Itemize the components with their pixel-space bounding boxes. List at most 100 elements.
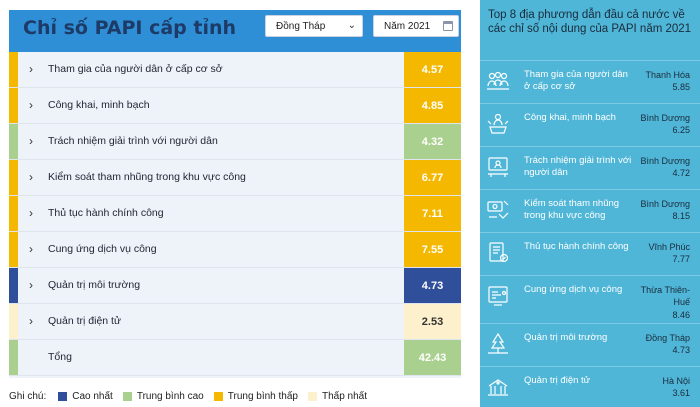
year-select[interactable]: Năm 2021 [373, 15, 459, 37]
top-item-province: Bình Dương [640, 113, 690, 123]
index-value: 6.77 [404, 160, 461, 195]
top-provinces-list: Tham gia của người dân ở cấp cơ sở Thanh… [480, 60, 700, 407]
level-bar [9, 196, 18, 231]
index-label: Tham gia của người dân ở cấp cơ sở [48, 63, 223, 75]
legend-title: Ghi chú: [9, 391, 47, 402]
papi-provincial-panel: Chỉ số PAPI cấp tỉnh Đồng Tháp ⌄ Năm 202… [9, 10, 461, 378]
top-item-province: Bình Dương [640, 156, 690, 166]
top-item-province: Hà Nội [662, 376, 690, 386]
top-item-label: Cung ứng dịch vụ công [524, 284, 623, 295]
top-item-score: 4.72 [672, 168, 690, 178]
legend-swatch [122, 392, 132, 401]
admin-procedure-icon [485, 240, 511, 266]
index-row-total: Tổng 42.43 [9, 340, 461, 376]
top-item-score: 7.77 [672, 254, 690, 264]
top-item-score: 3.61 [672, 388, 690, 398]
index-row-admin-procedures[interactable]: › Thủ tục hành chính công 7.11 [9, 196, 461, 232]
top-item-label: Tham gia của người dân ở cấp cơ sở [524, 69, 628, 92]
top-item-label: Quản trị môi trường [524, 332, 608, 343]
index-label: Quản trị môi trường [48, 279, 141, 291]
index-label: Thủ tục hành chính công [48, 207, 164, 219]
top-item-province: Thừa Thiên-Huế [640, 285, 690, 307]
index-value: 4.85 [404, 88, 461, 123]
index-row-environment[interactable]: › Quản trị môi trường 4.73 [9, 268, 461, 304]
legend-item: Thấp nhất [307, 391, 367, 402]
top-item-province: Bình Dương [640, 199, 690, 209]
top-item-score: 4.73 [672, 345, 690, 355]
index-label: Quản trị điện tử [48, 315, 121, 327]
top-item-participation[interactable]: Tham gia của người dân ở cấp cơ sở Thanh… [480, 60, 700, 103]
level-bar [9, 52, 18, 87]
legend: Ghi chú: Cao nhất Trung bình cao Trung b… [9, 391, 377, 402]
calendar-icon [443, 21, 453, 31]
chevron-right-icon[interactable]: › [29, 206, 33, 220]
top-item-accountability[interactable]: Trách nhiệm giải trình với người dân Bìn… [480, 146, 700, 189]
top-item-province: Đồng Tháp [645, 333, 690, 343]
chevron-right-icon[interactable]: › [29, 62, 33, 76]
index-row-accountability[interactable]: › Trách nhiệm giải trình với người dân 4… [9, 124, 461, 160]
index-label: Kiểm soát tham nhũng trong khu vực công [48, 171, 246, 183]
index-value: 7.11 [404, 196, 461, 231]
environment-icon [485, 331, 511, 357]
index-label: Trách nhiệm giải trình với người dân [48, 135, 218, 147]
level-bar [9, 340, 18, 375]
legend-label: Trung bình thấp [227, 391, 298, 402]
index-row-corruption-control[interactable]: › Kiểm soát tham nhũng trong khu vực côn… [9, 160, 461, 196]
level-bar [9, 268, 18, 303]
legend-swatch [213, 392, 223, 401]
top-item-label: Thủ tục hành chính công [524, 241, 629, 252]
top-item-label: Trách nhiệm giải trình với người dân [524, 155, 632, 178]
index-value: 4.32 [404, 124, 461, 159]
panel-header: Chỉ số PAPI cấp tỉnh Đồng Tháp ⌄ Năm 202… [9, 10, 461, 52]
top-item-label: Kiểm soát tham nhũng trong khu vực công [524, 198, 620, 221]
index-label: Cung ứng dịch vụ công [48, 243, 157, 255]
chevron-right-icon[interactable]: › [29, 314, 33, 328]
legend-swatch [58, 392, 68, 401]
e-governance-icon [485, 374, 511, 400]
index-value: 7.55 [404, 232, 461, 267]
province-select[interactable]: Đồng Tháp ⌄ [265, 15, 363, 37]
index-label: Công khai, minh bạch [48, 99, 150, 111]
anti-corruption-icon [485, 197, 511, 223]
level-bar [9, 304, 18, 339]
index-row-participation[interactable]: › Tham gia của người dân ở cấp cơ sở 4.5… [9, 52, 461, 88]
chevron-right-icon[interactable]: › [29, 98, 33, 112]
public-service-icon [485, 283, 511, 309]
index-row-public-service[interactable]: › Cung ứng dịch vụ công 7.55 [9, 232, 461, 268]
page-title: Chỉ số PAPI cấp tỉnh [23, 17, 237, 39]
top-item-admin-procedures[interactable]: Thủ tục hành chính công Vĩnh Phúc 7.77 [480, 232, 700, 275]
legend-item: Trung bình thấp [213, 391, 298, 402]
index-value: 2.53 [404, 304, 461, 339]
top-item-public-service[interactable]: Cung ứng dịch vụ công Thừa Thiên-Huế 8.4… [480, 275, 700, 323]
top-item-score: 6.25 [672, 125, 690, 135]
legend-label: Trung bình cao [136, 391, 204, 402]
chevron-right-icon[interactable]: › [29, 242, 33, 256]
top-provinces-title: Top 8 địa phương dẫn đầu cả nước về các … [488, 9, 692, 35]
top-item-transparency[interactable]: Công khai, minh bạch Bình Dương 6.25 [480, 103, 700, 146]
index-value: 42.43 [404, 340, 461, 375]
chevron-right-icon[interactable]: › [29, 134, 33, 148]
top-item-score: 8.15 [672, 211, 690, 221]
level-bar [9, 232, 18, 267]
level-bar [9, 124, 18, 159]
top-item-label: Quản trị điện tử [524, 375, 591, 386]
legend-swatch [307, 392, 317, 401]
top-item-e-governance[interactable]: Quản trị điện tử Hà Nội 3.61 [480, 366, 700, 407]
index-list: › Tham gia của người dân ở cấp cơ sở 4.5… [9, 52, 461, 376]
people-vote-icon [485, 68, 511, 94]
top-item-environment[interactable]: Quản trị môi trường Đồng Tháp 4.73 [480, 323, 700, 366]
legend-item: Trung bình cao [122, 391, 204, 402]
transparency-icon [485, 111, 511, 137]
chevron-right-icon[interactable]: › [29, 170, 33, 184]
legend-item: Cao nhất [58, 391, 113, 402]
top-item-score: 5.85 [672, 82, 690, 92]
index-value: 4.57 [404, 52, 461, 87]
top-item-corruption-control[interactable]: Kiểm soát tham nhũng trong khu vực công … [480, 189, 700, 232]
index-row-e-governance[interactable]: › Quản trị điện tử 2.53 [9, 304, 461, 340]
legend-label: Cao nhất [72, 391, 113, 402]
chevron-right-icon[interactable]: › [29, 278, 33, 292]
top-provinces-panel: Top 8 địa phương dẫn đầu cả nước về các … [480, 0, 700, 407]
index-row-transparency[interactable]: › Công khai, minh bạch 4.85 [9, 88, 461, 124]
level-bar [9, 160, 18, 195]
level-bar [9, 88, 18, 123]
